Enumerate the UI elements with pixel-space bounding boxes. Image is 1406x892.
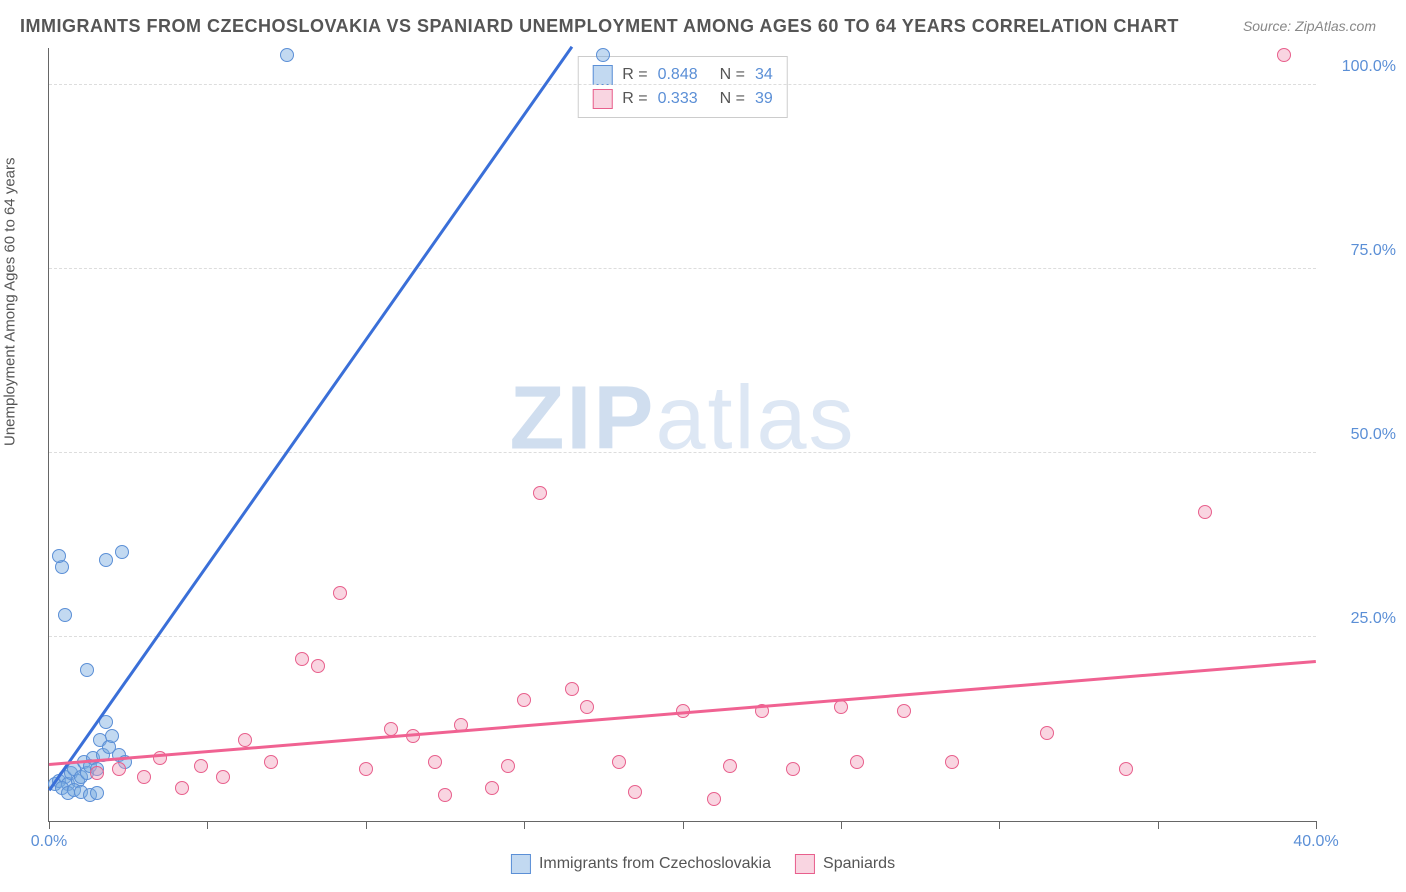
scatter-point: [137, 770, 151, 784]
scatter-point: [406, 729, 420, 743]
scatter-point: [238, 733, 252, 747]
source-label: Source: ZipAtlas.com: [1243, 18, 1376, 34]
scatter-point: [90, 766, 104, 780]
scatter-point: [52, 549, 66, 563]
plot-area: ZIPatlas R = 0.848 N = 34 R = 0.333 N = …: [48, 48, 1316, 822]
swatch-series-2: [592, 89, 612, 109]
x-tick-label: 40.0%: [1293, 833, 1338, 851]
scatter-point: [80, 663, 94, 677]
scatter-point: [723, 759, 737, 773]
gridline: [49, 452, 1316, 453]
x-tick: [999, 821, 1000, 829]
scatter-point: [194, 759, 208, 773]
x-tick: [841, 821, 842, 829]
scatter-point: [850, 755, 864, 769]
scatter-point: [359, 762, 373, 776]
scatter-point: [1119, 762, 1133, 776]
swatch-series-2: [795, 854, 815, 874]
legend-series: Immigrants from Czechoslovakia Spaniards: [511, 854, 895, 874]
r-label: R =: [622, 66, 647, 84]
scatter-point: [175, 781, 189, 795]
scatter-point: [99, 553, 113, 567]
legend-label-1: Immigrants from Czechoslovakia: [539, 855, 771, 873]
x-tick-label: 0.0%: [31, 833, 67, 851]
scatter-point: [216, 770, 230, 784]
scatter-point: [428, 755, 442, 769]
scatter-point: [1040, 726, 1054, 740]
scatter-point: [105, 729, 119, 743]
scatter-point: [897, 704, 911, 718]
scatter-point: [612, 755, 626, 769]
watermark: ZIPatlas: [509, 368, 855, 471]
scatter-point: [834, 700, 848, 714]
scatter-point: [115, 545, 129, 559]
x-tick: [49, 821, 50, 829]
watermark-bold: ZIP: [509, 369, 655, 469]
gridline: [49, 636, 1316, 637]
y-tick-label: 100.0%: [1342, 58, 1396, 76]
watermark-rest: atlas: [655, 369, 855, 469]
y-tick-label: 50.0%: [1351, 426, 1396, 444]
scatter-point: [580, 700, 594, 714]
legend-item-2: Spaniards: [795, 854, 895, 874]
scatter-point: [786, 762, 800, 776]
legend-item-1: Immigrants from Czechoslovakia: [511, 854, 771, 874]
legend-label-2: Spaniards: [823, 855, 895, 873]
scatter-point: [280, 48, 294, 62]
scatter-point: [333, 586, 347, 600]
scatter-point: [533, 486, 547, 500]
swatch-series-1: [511, 854, 531, 874]
gridline: [49, 84, 1316, 85]
scatter-point: [485, 781, 499, 795]
n-value-1: 34: [755, 66, 773, 84]
scatter-point: [517, 693, 531, 707]
scatter-point: [264, 755, 278, 769]
trend-line: [49, 660, 1316, 766]
trend-line: [48, 46, 573, 791]
y-axis-label: Unemployment Among Ages 60 to 64 years: [2, 157, 19, 446]
r-value-1: 0.848: [658, 66, 698, 84]
scatter-point: [501, 759, 515, 773]
legend-stats: R = 0.848 N = 34 R = 0.333 N = 39: [577, 56, 788, 118]
scatter-point: [295, 652, 309, 666]
scatter-point: [707, 792, 721, 806]
scatter-point: [311, 659, 325, 673]
x-tick: [524, 821, 525, 829]
y-tick-label: 75.0%: [1351, 242, 1396, 260]
legend-stats-row-2: R = 0.333 N = 39: [592, 87, 773, 111]
scatter-point: [58, 608, 72, 622]
x-tick: [207, 821, 208, 829]
scatter-point: [945, 755, 959, 769]
scatter-point: [628, 785, 642, 799]
chart-title: IMMIGRANTS FROM CZECHOSLOVAKIA VS SPANIA…: [20, 16, 1179, 37]
scatter-point: [112, 762, 126, 776]
scatter-point: [90, 786, 104, 800]
x-tick: [366, 821, 367, 829]
n-label: N =: [720, 66, 745, 84]
scatter-point: [438, 788, 452, 802]
gridline: [49, 268, 1316, 269]
x-tick: [683, 821, 684, 829]
r-value-2: 0.333: [658, 90, 698, 108]
scatter-point: [1198, 505, 1212, 519]
swatch-series-1: [592, 65, 612, 85]
scatter-point: [1277, 48, 1291, 62]
y-tick-label: 25.0%: [1351, 610, 1396, 628]
x-tick: [1158, 821, 1159, 829]
n-label: N =: [720, 90, 745, 108]
scatter-point: [565, 682, 579, 696]
n-value-2: 39: [755, 90, 773, 108]
scatter-point: [596, 48, 610, 62]
chart-container: IMMIGRANTS FROM CZECHOSLOVAKIA VS SPANIA…: [0, 0, 1406, 892]
r-label: R =: [622, 90, 647, 108]
x-tick: [1316, 821, 1317, 829]
